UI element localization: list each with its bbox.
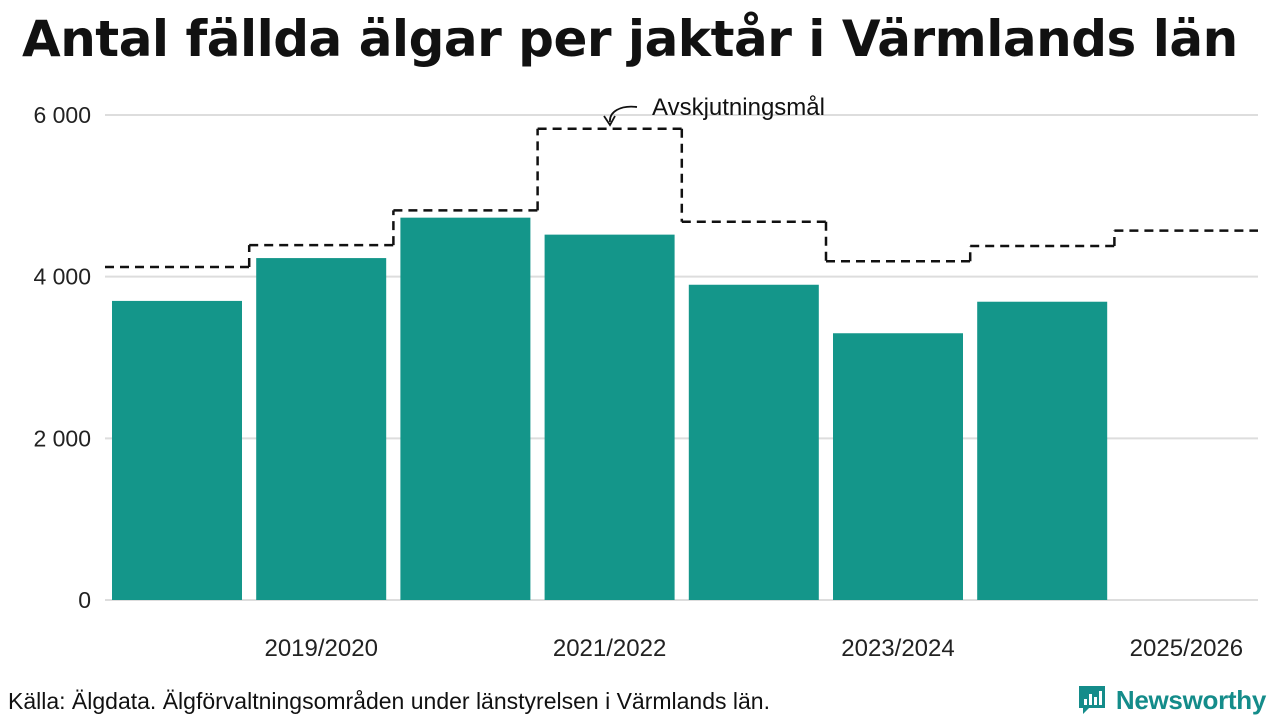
x-axis-labels: 2019/2020 2021/2022 2023/2024 2025/2026 xyxy=(264,635,1243,662)
brand-name: Newsworthy xyxy=(1115,684,1266,715)
annotation: Avskjutningsmål xyxy=(603,94,825,127)
bar xyxy=(400,217,531,601)
y-tick-label: 4 000 xyxy=(33,264,91,290)
bar xyxy=(688,284,819,600)
x-tick-label: 2025/2026 xyxy=(1130,635,1243,662)
annotation-arrowhead xyxy=(603,115,616,127)
newsworthy-logo-icon xyxy=(1078,686,1105,714)
y-tick-label: 0 xyxy=(78,587,91,613)
annotation-arrow xyxy=(609,105,638,123)
bar xyxy=(833,333,963,600)
x-tick-label: 2019/2020 xyxy=(264,635,377,662)
bar xyxy=(977,301,1108,600)
brand-logo: Newsworthy xyxy=(1076,683,1266,717)
bar xyxy=(112,300,242,600)
bar-chart: 0 2 000 4 000 6 000 2019/2020 2021/2022 2023/… xyxy=(33,94,1258,662)
bar xyxy=(544,234,675,600)
y-tick-label: 2 000 xyxy=(33,425,91,451)
annotation-label: Avskjutningsmål xyxy=(652,94,825,121)
x-tick-label: 2023/2024 xyxy=(841,635,954,662)
bars xyxy=(112,217,1108,601)
chart-title: Antal fällda älgar per jaktår i Värmland… xyxy=(22,10,1238,68)
y-tick-label: 6 000 xyxy=(33,102,91,128)
source-note: Källa: Älgdata. Älgförvaltningsområden u… xyxy=(8,688,770,714)
bar xyxy=(256,258,387,600)
x-tick-label: 2021/2022 xyxy=(553,635,666,662)
target-step-line xyxy=(105,127,1258,269)
y-axis-labels: 0 2 000 4 000 6 000 xyxy=(33,102,91,613)
